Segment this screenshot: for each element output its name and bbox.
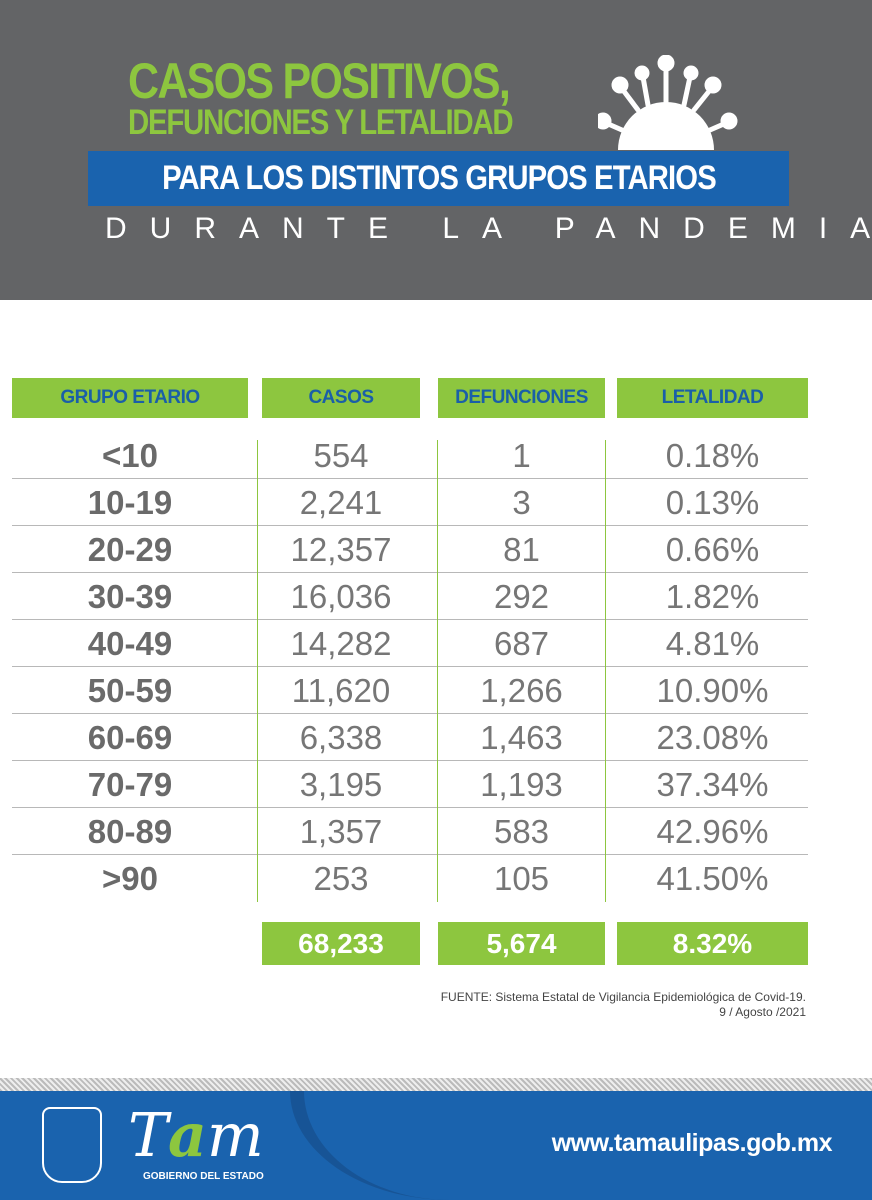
source-line: FUENTE: Sistema Estatal de Vigilancia Ep… — [440, 990, 806, 1004]
cell-age-group: 60-69 — [87, 719, 173, 756]
cell-casos: 554 — [313, 437, 369, 474]
footer: Tam GOBIERNO DEL ESTADO www.tamaulipas.g… — [0, 1091, 872, 1200]
cell-defunciones: 3 — [512, 484, 531, 521]
cell-casos: 1,357 — [299, 813, 383, 850]
col-header-casos: CASOS — [262, 378, 420, 418]
cell-defunciones: 81 — [503, 531, 540, 568]
cell-casos: 14,282 — [290, 625, 392, 662]
cell-casos: 6,338 — [299, 719, 383, 756]
subtitle: DURANTE LA PANDEMIA — [105, 212, 872, 245]
cell-defunciones: 292 — [493, 578, 550, 615]
cell-age-group: 40-49 — [87, 625, 173, 662]
cell-letalidad: 10.90% — [656, 672, 769, 709]
cell-letalidad: 23.08% — [656, 719, 769, 756]
cell-casos: 3,195 — [299, 766, 383, 803]
column-divider — [605, 440, 606, 902]
table-row: 70-79 3,195 1,193 37.34% — [12, 761, 808, 808]
source-note: FUENTE: Sistema Estatal de Vigilancia Ep… — [441, 990, 806, 1020]
source-date: 9 / Agosto /2021 — [719, 1005, 806, 1019]
title-line2: DEFUNCIONES Y LETALIDAD — [128, 103, 514, 142]
cell-letalidad: 37.34% — [656, 766, 769, 803]
title-line1: CASOS POSITIVOS, — [128, 53, 511, 109]
col-header-letalidad: LETALIDAD — [617, 378, 808, 418]
cell-casos: 2,241 — [299, 484, 383, 521]
table-row: 80-89 1,357 583 42.96% — [12, 808, 808, 855]
cell-letalidad: 42.96% — [656, 813, 769, 850]
cell-defunciones: 583 — [493, 813, 550, 850]
website-link[interactable]: www.tamaulipas.gob.mx — [551, 1129, 833, 1157]
cell-age-group: >90 — [102, 860, 158, 897]
state-coat-of-arms-icon — [42, 1107, 102, 1183]
decorative-curve — [290, 1091, 450, 1200]
cell-defunciones: 105 — [493, 860, 550, 897]
cell-letalidad: 1.82% — [665, 578, 760, 615]
cell-age-group: <10 — [102, 437, 158, 474]
total-letalidad: 8.32% — [617, 922, 808, 965]
table-row: <10 554 1 0.18% — [12, 432, 808, 479]
footer-stripe — [0, 1078, 872, 1091]
cell-age-group: 50-59 — [87, 672, 173, 709]
table-row: >90 253 105 41.50% — [12, 855, 808, 902]
table-row: 60-69 6,338 1,463 23.08% — [12, 714, 808, 761]
cell-casos: 16,036 — [290, 578, 392, 615]
column-divider — [257, 440, 258, 902]
virus-icon — [598, 55, 738, 150]
subtitle-band: PARA LOS DISTINTOS GRUPOS ETARIOS — [88, 151, 789, 206]
table-row: 40-49 14,282 687 4.81% — [12, 620, 808, 667]
table-row: 10-19 2,241 3 0.13% — [12, 479, 808, 526]
cell-letalidad: 0.66% — [665, 531, 760, 568]
cell-defunciones: 1,266 — [480, 672, 563, 709]
cell-casos: 253 — [313, 860, 369, 897]
cell-age-group: 30-39 — [87, 578, 173, 615]
cell-age-group: 20-29 — [87, 531, 173, 568]
cell-defunciones: 1,463 — [480, 719, 563, 756]
cell-defunciones: 687 — [493, 625, 550, 662]
cell-letalidad: 4.81% — [665, 625, 760, 662]
cell-casos: 12,357 — [290, 531, 392, 568]
col-header-grupo: GRUPO ETARIO — [12, 378, 248, 418]
tam-logo: Tam — [128, 1101, 264, 1171]
total-casos: 68,233 — [262, 922, 420, 965]
col-header-defunciones: DEFUNCIONES — [438, 378, 605, 418]
table-row: 20-29 12,357 81 0.66% — [12, 526, 808, 573]
cell-age-group: 70-79 — [87, 766, 173, 803]
cell-defunciones: 1,193 — [480, 766, 563, 803]
cell-letalidad: 41.50% — [656, 860, 769, 897]
cell-defunciones: 1 — [512, 437, 531, 474]
table-row: 50-59 11,620 1,266 10.90% — [12, 667, 808, 714]
header-banner: CASOS POSITIVOS, DEFUNCIONES Y LETALIDAD… — [0, 0, 872, 300]
cell-letalidad: 0.13% — [665, 484, 760, 521]
cell-age-group: 10-19 — [87, 484, 173, 521]
cell-letalidad: 0.18% — [665, 437, 760, 474]
band-text: PARA LOS DISTINTOS GRUPOS ETARIOS — [161, 159, 717, 197]
table-row: 30-39 16,036 292 1.82% — [12, 573, 808, 620]
column-divider — [437, 440, 438, 902]
cell-age-group: 80-89 — [87, 813, 173, 850]
total-defunciones: 5,674 — [438, 922, 605, 965]
cell-casos: 11,620 — [291, 672, 391, 709]
gobierno-label: GOBIERNO DEL ESTADO — [143, 1171, 264, 1182]
